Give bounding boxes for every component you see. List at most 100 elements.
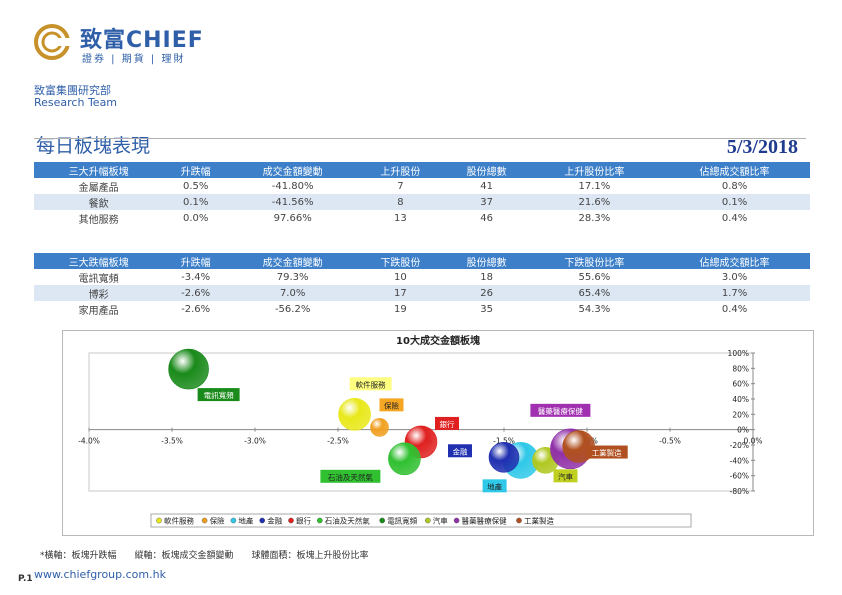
legend-marker <box>516 517 522 524</box>
table-cell: 8 <box>357 194 444 210</box>
data-label-box <box>553 469 578 483</box>
data-label-box <box>435 416 459 430</box>
footnote: *橫軸：板塊升跌幅 縱軸：板塊成交金額變動 球體面積：板塊上升股份比率 <box>40 551 369 561</box>
legend-marker <box>453 517 460 524</box>
table-cell: 37 <box>443 194 530 210</box>
table-cell: 55.6% <box>578 271 611 283</box>
gainers-table: 三大升幅板塊 升跌幅 成交金額變動 上升股份 股份總數 上升股份比率 佔總成交額… <box>34 162 810 226</box>
column-header: 股份總數 <box>443 253 530 269</box>
y-tick-label: 60% <box>732 380 749 389</box>
bubble <box>488 441 520 473</box>
legend-marker <box>230 517 237 524</box>
column-header: 股份總數 <box>443 162 530 178</box>
table-cell: -2.6% <box>181 303 211 315</box>
page-number: P.1 <box>18 574 33 584</box>
column-header: 成交金額變動 <box>227 253 358 269</box>
table-cell: 博彩 <box>34 285 164 301</box>
y-tick-label: -80% <box>730 487 749 496</box>
table-cell: 家用產品 <box>78 305 119 317</box>
legend-label: 電訊寬頻 <box>387 516 417 526</box>
table-cell: 0.1% <box>659 194 810 210</box>
report-date: 5/3/2018 <box>726 136 798 158</box>
table-cell: 28.3% <box>578 212 611 224</box>
column-header: 上升股份 <box>357 162 444 178</box>
x-tick-label: -0.5% <box>659 437 681 446</box>
team-name: Research Team <box>34 96 118 109</box>
data-label: 汽車 <box>558 471 573 481</box>
table-cell: 26 <box>443 285 530 301</box>
table-cell: -3.4% <box>181 271 211 283</box>
table-row: 家用產品 -2.6% -56.2% 19 35 54.3% 0.4% <box>34 301 810 317</box>
table-cell: 79.3% <box>276 271 309 283</box>
data-label: 地產 <box>487 481 502 491</box>
page-title: 每日板塊表現 <box>36 135 151 157</box>
bubble-chart-frame: 10大成交金額板塊-4.0%-3.5%-3.0%-2.5%-2.0%-1.5%-… <box>62 330 814 536</box>
y-tick-label: 20% <box>732 410 749 419</box>
table-cell: 17.1% <box>578 180 611 192</box>
table-cell: 41 <box>480 180 493 192</box>
data-label: 軟件服務 <box>356 379 386 389</box>
data-label-box <box>379 398 404 412</box>
y-tick-label: 40% <box>732 395 749 404</box>
table-cell: 17 <box>357 285 444 301</box>
column-header: 成交金額變動 <box>227 162 358 178</box>
chart-title: 10大成交金額板塊 <box>396 334 480 347</box>
bubble <box>370 418 389 437</box>
table-cell: 7 <box>397 180 404 192</box>
data-label: 醫藥醫療保健 <box>538 406 583 416</box>
table-cell: -56.2% <box>274 303 311 315</box>
y-tick-label: 0% <box>737 426 749 435</box>
table-cell: -41.56% <box>227 194 358 210</box>
column-header: 下跌股份 <box>357 253 444 269</box>
legend-label: 石油及天然氣 <box>325 516 370 526</box>
chief-logo-icon <box>34 24 74 60</box>
legend-label: 醫藥醫療保健 <box>462 516 507 526</box>
table-cell: 0.0% <box>182 212 209 224</box>
brand-subtitle: 證券 | 期貨 | 理財 <box>82 54 186 65</box>
legend-marker <box>259 517 265 524</box>
data-label-box <box>349 377 392 391</box>
data-label: 工業製造 <box>592 448 622 458</box>
data-label-box <box>482 479 507 493</box>
data-label: 金融 <box>453 446 468 456</box>
table-cell: 電訊寬頻 <box>78 273 119 285</box>
y-tick-label: 100% <box>728 349 749 358</box>
data-label: 保險 <box>384 400 399 410</box>
table-cell: -41.80% <box>271 180 314 192</box>
legend-label: 地產 <box>238 516 253 526</box>
legend-label: 銀行 <box>296 516 311 526</box>
column-header: 下跌股份比率 <box>529 253 660 269</box>
table-cell: 0.5% <box>182 180 209 192</box>
legend-marker <box>316 517 323 524</box>
x-tick-label: -2.5% <box>327 437 349 446</box>
table-cell: 65.4% <box>529 285 660 301</box>
x-tick-label: 0.0% <box>743 437 762 446</box>
department-name: 致富集團研究部 <box>34 84 111 97</box>
data-label-box <box>585 445 628 459</box>
table-cell: 10 <box>394 271 407 283</box>
data-label-box <box>448 444 472 458</box>
website-link[interactable]: www.chiefgroup.com.hk <box>34 568 166 581</box>
column-header: 上升股份比率 <box>529 162 660 178</box>
column-header: 佔總成交額比率 <box>659 253 810 269</box>
table-cell: 3.0% <box>721 271 748 283</box>
data-label-box <box>320 469 381 483</box>
bubble <box>168 348 209 390</box>
bubble <box>388 442 421 476</box>
legend-marker <box>201 517 208 524</box>
table-cell: 54.3% <box>578 303 611 315</box>
table-row: 博彩 -2.6% 7.0% 17 26 65.4% 1.7% <box>34 285 810 301</box>
legend-marker <box>288 517 294 524</box>
table-cell: 餐飲 <box>34 194 164 210</box>
table-cell: 0.4% <box>721 212 748 224</box>
legend-label: 保險 <box>210 516 225 526</box>
table-cell: 46 <box>480 212 493 224</box>
table-cell: 金屬產品 <box>78 182 119 194</box>
data-label-box <box>197 388 240 402</box>
bubble <box>338 398 371 431</box>
y-tick-label: -60% <box>730 472 749 481</box>
table-row: 其他服務 0.0% 97.66% 13 46 28.3% 0.4% <box>34 210 810 226</box>
table-cell: 21.6% <box>529 194 660 210</box>
table-cell: 97.66% <box>273 212 312 224</box>
legend-label: 金融 <box>267 516 282 526</box>
